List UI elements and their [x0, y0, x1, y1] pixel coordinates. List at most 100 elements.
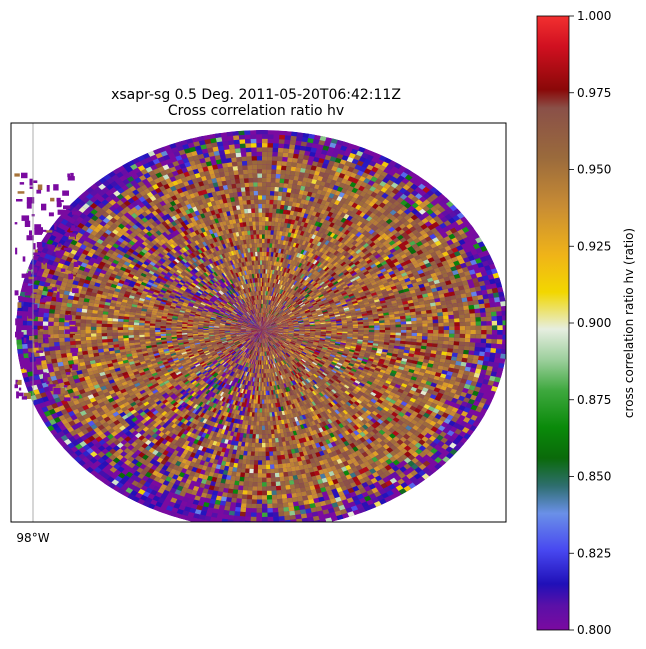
radar-gate	[332, 330, 337, 332]
radar-gate	[422, 339, 428, 343]
radar-gate	[389, 340, 395, 343]
radar-gate	[369, 330, 374, 332]
radar-gate	[299, 330, 304, 331]
radar-gate	[401, 330, 406, 333]
radar-gate	[406, 330, 411, 333]
radar-gate	[438, 337, 444, 341]
radar-gate	[364, 332, 369, 334]
radar-gate	[416, 339, 422, 343]
radar-gate	[459, 338, 465, 342]
radar-gate	[498, 363, 504, 369]
radar-gate	[422, 333, 428, 336]
radar-gate	[470, 334, 476, 338]
radar-gate	[384, 340, 390, 343]
radar-gate	[459, 342, 465, 346]
radar-gate	[358, 334, 364, 336]
radar-gate	[348, 332, 353, 334]
radar-gate	[432, 340, 438, 344]
radar-gate	[438, 340, 444, 344]
radar-gate	[443, 337, 449, 341]
chart-title-line2: Cross correlation ratio hv	[168, 103, 344, 119]
radar-gate	[396, 330, 401, 333]
radar-gate	[481, 339, 487, 344]
radar-gate	[427, 337, 433, 341]
radar-gate	[390, 338, 396, 341]
radar-gate	[474, 351, 480, 356]
radar-gate	[468, 355, 474, 360]
radar-gate	[369, 332, 375, 334]
radar-gate	[406, 333, 412, 336]
radar-gate	[326, 330, 331, 331]
radar-gate	[502, 344, 508, 349]
radar-gate	[463, 350, 469, 355]
radar-gate	[448, 345, 454, 349]
radar-gate	[433, 337, 439, 341]
radar-gate	[486, 343, 492, 348]
radar-gate	[443, 344, 449, 348]
radar-gate	[491, 344, 497, 349]
radar-gate	[416, 345, 422, 349]
radar-gate	[453, 349, 459, 353]
radar-gate	[470, 342, 476, 347]
radar-gate	[374, 334, 380, 337]
radar-gate	[384, 337, 390, 340]
radar-gate	[454, 334, 460, 338]
radar-gate	[390, 335, 396, 338]
radar-gate	[492, 335, 498, 340]
radar-gate	[390, 333, 396, 336]
radar-gate	[395, 338, 401, 341]
radar-gate	[436, 351, 442, 355]
radar-gate	[412, 330, 417, 333]
radar-gate	[374, 332, 379, 334]
radar-gate	[315, 331, 320, 332]
radar-gate	[401, 333, 406, 336]
radar-gate	[395, 335, 401, 338]
radar-gate	[316, 330, 321, 331]
radar-gate	[385, 330, 390, 333]
radar-gate	[412, 333, 417, 336]
radar-gate	[485, 348, 491, 353]
radar-gate	[417, 336, 423, 339]
radar-gate	[489, 357, 495, 362]
radar-gate	[369, 334, 375, 336]
radar-gate	[321, 331, 326, 332]
radar-gate	[305, 330, 310, 331]
radar-gate	[380, 330, 385, 332]
radar-gate	[416, 342, 422, 346]
radar-gate	[452, 353, 458, 358]
radar-gate	[488, 362, 494, 367]
radar-gate	[422, 336, 428, 340]
radar-gate	[503, 330, 508, 335]
radar-gate	[481, 334, 487, 339]
radar-gate	[441, 351, 447, 355]
radar-gate	[438, 330, 443, 334]
radar-gate	[411, 336, 417, 339]
radar-gate	[374, 330, 379, 332]
radar-gate	[400, 338, 406, 341]
radar-gate	[460, 330, 465, 334]
radar-gate	[431, 347, 437, 351]
radar-gate	[477, 360, 483, 365]
radar-gate	[406, 339, 412, 342]
radar-gate	[421, 343, 427, 347]
radar-gate	[467, 359, 473, 364]
radar-gate	[353, 334, 358, 336]
radar-gate	[410, 345, 416, 349]
radar-gate	[490, 348, 496, 353]
radar-gate	[433, 333, 439, 337]
radar-gate	[385, 335, 391, 338]
radar-gate	[465, 334, 471, 338]
radar-gate	[310, 331, 315, 332]
radar-gate	[497, 339, 503, 344]
radar-gate	[438, 334, 444, 338]
radar-gate	[458, 349, 464, 354]
radar-gate	[437, 344, 443, 348]
radar-gate	[411, 339, 417, 342]
radar-gate	[395, 341, 401, 344]
radar-gate	[476, 364, 482, 369]
radar-gate	[482, 361, 488, 366]
radar-gate	[480, 347, 486, 352]
radar-gate	[427, 343, 433, 347]
radar-gate	[472, 359, 478, 364]
radar-gate	[464, 346, 470, 351]
